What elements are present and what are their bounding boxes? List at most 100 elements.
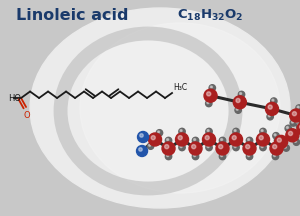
Circle shape bbox=[158, 131, 160, 133]
Circle shape bbox=[276, 139, 278, 141]
Circle shape bbox=[292, 112, 296, 116]
Circle shape bbox=[267, 113, 273, 120]
Circle shape bbox=[246, 153, 253, 160]
Circle shape bbox=[285, 125, 292, 132]
Circle shape bbox=[167, 139, 169, 141]
Circle shape bbox=[178, 136, 182, 140]
Circle shape bbox=[189, 142, 202, 155]
Circle shape bbox=[180, 146, 182, 148]
Circle shape bbox=[274, 135, 288, 148]
Circle shape bbox=[272, 99, 274, 101]
Circle shape bbox=[207, 102, 209, 104]
Circle shape bbox=[207, 146, 209, 148]
Circle shape bbox=[205, 136, 209, 140]
Circle shape bbox=[235, 107, 242, 113]
Text: $\mathregular{C_{18}H_{32}O_2}$: $\mathregular{C_{18}H_{32}O_2}$ bbox=[177, 8, 243, 23]
Circle shape bbox=[194, 155, 196, 157]
Circle shape bbox=[165, 153, 172, 160]
Circle shape bbox=[296, 121, 298, 123]
Circle shape bbox=[286, 127, 288, 129]
Circle shape bbox=[298, 124, 300, 126]
Ellipse shape bbox=[30, 8, 290, 208]
Circle shape bbox=[273, 133, 279, 139]
Circle shape bbox=[148, 133, 161, 146]
Circle shape bbox=[261, 130, 263, 132]
Circle shape bbox=[248, 155, 250, 157]
Circle shape bbox=[293, 139, 300, 145]
Circle shape bbox=[162, 142, 175, 155]
Circle shape bbox=[234, 146, 236, 148]
Circle shape bbox=[232, 136, 236, 140]
Circle shape bbox=[286, 129, 299, 142]
Circle shape bbox=[180, 130, 182, 132]
Circle shape bbox=[220, 155, 223, 157]
Circle shape bbox=[219, 153, 226, 160]
Circle shape bbox=[268, 115, 270, 117]
Circle shape bbox=[216, 142, 229, 155]
Circle shape bbox=[137, 132, 148, 143]
Circle shape bbox=[219, 137, 226, 144]
Circle shape bbox=[259, 136, 263, 140]
Circle shape bbox=[270, 142, 283, 155]
Circle shape bbox=[206, 144, 212, 151]
Circle shape bbox=[156, 130, 163, 136]
Circle shape bbox=[207, 92, 211, 96]
Circle shape bbox=[192, 137, 199, 144]
Circle shape bbox=[295, 120, 300, 126]
Circle shape bbox=[292, 121, 293, 123]
Circle shape bbox=[202, 133, 215, 146]
Circle shape bbox=[165, 137, 172, 144]
Circle shape bbox=[151, 136, 155, 140]
Circle shape bbox=[266, 102, 278, 115]
Circle shape bbox=[179, 128, 185, 135]
Circle shape bbox=[234, 130, 236, 132]
Circle shape bbox=[233, 96, 246, 109]
Ellipse shape bbox=[80, 23, 280, 193]
Circle shape bbox=[233, 144, 239, 151]
Text: H₃C: H₃C bbox=[173, 83, 187, 92]
Circle shape bbox=[260, 144, 266, 151]
Circle shape bbox=[248, 139, 250, 141]
Circle shape bbox=[236, 108, 238, 110]
Circle shape bbox=[210, 86, 212, 88]
Circle shape bbox=[167, 155, 169, 157]
Circle shape bbox=[284, 146, 286, 148]
Circle shape bbox=[238, 91, 245, 98]
Circle shape bbox=[206, 100, 212, 107]
Circle shape bbox=[297, 106, 299, 108]
Circle shape bbox=[194, 139, 196, 141]
Circle shape bbox=[139, 148, 142, 151]
Circle shape bbox=[233, 128, 239, 135]
Circle shape bbox=[230, 133, 242, 146]
Circle shape bbox=[207, 130, 209, 132]
Circle shape bbox=[246, 137, 253, 144]
Circle shape bbox=[290, 120, 297, 126]
Circle shape bbox=[243, 142, 256, 155]
Circle shape bbox=[283, 145, 290, 151]
Circle shape bbox=[246, 145, 250, 149]
Circle shape bbox=[240, 93, 242, 95]
Circle shape bbox=[236, 98, 240, 103]
Circle shape bbox=[219, 145, 223, 149]
Circle shape bbox=[176, 133, 188, 146]
Circle shape bbox=[268, 105, 272, 109]
Circle shape bbox=[277, 138, 281, 142]
Circle shape bbox=[290, 109, 300, 122]
Circle shape bbox=[165, 145, 169, 149]
Circle shape bbox=[288, 131, 292, 136]
Circle shape bbox=[296, 105, 300, 111]
Circle shape bbox=[149, 144, 151, 146]
Circle shape bbox=[295, 140, 296, 142]
Circle shape bbox=[192, 153, 199, 160]
Circle shape bbox=[206, 128, 212, 135]
Circle shape bbox=[260, 128, 266, 135]
Circle shape bbox=[271, 98, 277, 104]
Circle shape bbox=[273, 145, 277, 149]
Circle shape bbox=[204, 89, 217, 102]
Circle shape bbox=[261, 146, 263, 148]
Circle shape bbox=[296, 123, 300, 129]
Circle shape bbox=[297, 122, 300, 135]
Circle shape bbox=[274, 134, 276, 136]
Circle shape bbox=[192, 145, 196, 149]
Circle shape bbox=[147, 143, 154, 149]
